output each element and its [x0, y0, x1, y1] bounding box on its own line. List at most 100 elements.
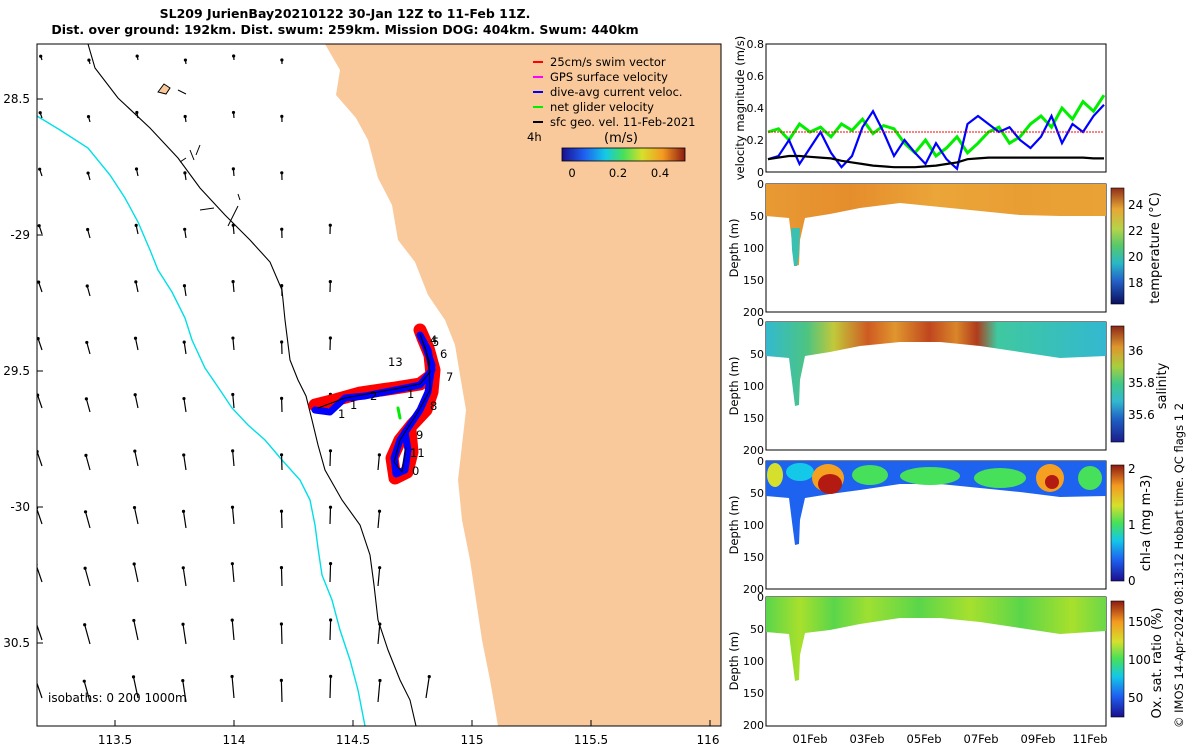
vector-arrow-head: [86, 227, 90, 232]
map-y-tick: -30: [10, 500, 30, 514]
vector-arrow-head: [87, 58, 91, 62]
figure-title: SL209 JurienBay20210122 30-Jan 12Z to 11…: [0, 6, 690, 38]
credit-text: © IMOS 14-Apr-2024 08:13:12 Hobart time.…: [1172, 402, 1186, 728]
vel-y-tick: 0.2: [747, 134, 765, 147]
cbar-tick: 0: [1128, 574, 1136, 588]
depth-tick: 150: [743, 412, 764, 425]
colorbar-tick: 0: [568, 166, 575, 180]
vector-arrow-head: [280, 284, 284, 288]
vector-arrow: [231, 620, 235, 641]
vector-arrow-head: [131, 675, 136, 679]
vector-arrow-head: [230, 618, 234, 622]
vector-arrow-head: [132, 562, 136, 566]
depth-tick: 100: [743, 519, 764, 532]
vector-arrow-head: [231, 223, 235, 227]
vector-arrow: [37, 338, 43, 351]
vector-arrow-head: [280, 396, 284, 401]
vector-arrow: [377, 567, 381, 587]
map-x-tick: 115: [461, 733, 484, 747]
vector-arrow-head: [182, 396, 186, 401]
vector-arrow: [84, 624, 91, 645]
map-y-tick: -29: [10, 228, 30, 242]
islands: [157, 83, 241, 227]
map-x-tick: 113.5: [98, 733, 132, 747]
vector-arrow: [182, 680, 187, 703]
vector-arrow: [425, 676, 430, 699]
vector-arrow: [329, 676, 332, 699]
vel-y-tick: 0: [757, 166, 764, 179]
vector-arrow-head: [328, 223, 332, 227]
vector-arrow-head: [279, 622, 284, 626]
map-x-tick: 115.5: [574, 733, 608, 747]
temperature-panel: [765, 183, 1125, 313]
series-line: [767, 104, 1105, 171]
vector-arrow: [183, 342, 187, 355]
track-green-net: [396, 406, 402, 420]
time-tick: 03Feb: [850, 732, 885, 746]
vector-arrow-head: [37, 393, 40, 397]
vector-arrow-head: [231, 449, 235, 453]
track-label: 1: [338, 407, 345, 421]
depth-tick: 200: [743, 583, 764, 596]
cbar-tick: 18: [1128, 276, 1143, 290]
time-tick: 09Feb: [1021, 732, 1056, 746]
vector-arrow: [37, 623, 43, 641]
vector-arrow-head: [427, 675, 431, 679]
depth-tick: 50: [750, 210, 764, 223]
legend-label: dive-avg current veloc.: [550, 85, 683, 99]
track-label: 9: [416, 428, 423, 442]
depth-tick: 150: [743, 687, 764, 700]
map-panel: 13 4 5 6 7 8 1 2 1 1 9 11 0 28.5 -29 29.…: [3, 43, 722, 747]
map-x-ticks: 113.5 114 114.5 115 115.5 116: [98, 720, 720, 747]
vector-arrow: [377, 511, 381, 529]
vector-arrow-head: [329, 674, 333, 679]
ox-colorbar: [1110, 600, 1125, 718]
time-label: 4h: [527, 130, 542, 144]
vector-arrow-head: [181, 566, 185, 570]
depth-tick: 100: [743, 380, 764, 393]
cbar-label: temperature (°C): [1148, 192, 1163, 304]
vector-arrow-head: [83, 510, 88, 514]
vector-arrow: [37, 681, 43, 699]
vector-arrow-head: [84, 397, 88, 401]
vel-y-tick: 0.6: [747, 70, 765, 83]
depth-tick: 0: [757, 316, 764, 329]
vector-arrow-head: [231, 280, 235, 284]
isobath-legend: isobaths: 0 200 1000m: [48, 691, 187, 705]
vector-arrow-head: [280, 114, 284, 119]
vector-arrow-head: [86, 171, 90, 175]
map-x-tick: 114: [223, 733, 246, 747]
vel-y-tick: 0.4: [747, 102, 765, 115]
map-x-tick: 116: [697, 733, 720, 747]
vector-arrow-head: [231, 392, 235, 397]
vector-arrow-head: [38, 111, 42, 115]
vector-arrow-head: [280, 58, 284, 62]
vector-arrow-head: [82, 679, 86, 683]
vector-arrow: [231, 676, 235, 699]
vector-arrow-head: [183, 58, 188, 62]
cbar-tick: 22: [1128, 224, 1143, 238]
depth-label: Depth (m): [727, 219, 741, 278]
track-label: 0: [412, 464, 419, 478]
vector-arrow: [84, 511, 91, 529]
map-legend: 25cm/s swim vector GPS surface velocity …: [527, 55, 696, 180]
legend-label: 25cm/s swim vector: [550, 55, 666, 69]
title-line-1: SL209 JurienBay20210122 30-Jan 12Z to 11…: [159, 6, 531, 21]
vector-arrow: [182, 624, 187, 645]
cbar-label: Ox. sat. ratio (%): [1150, 608, 1165, 719]
vector-arrow-head: [181, 509, 186, 513]
track-label: 13: [388, 355, 403, 369]
colorbar-annotations: 24 22 20 18 temperature (°C) 36 35.8 35.…: [1128, 192, 1170, 718]
vector-arrow-head: [83, 566, 87, 570]
vector-arrow: [183, 454, 187, 471]
vector-arrow-head: [328, 449, 333, 453]
vector-arrow-head: [182, 340, 186, 344]
vector-arrow-head: [231, 167, 235, 171]
vector-arrow-head: [377, 453, 381, 457]
vector-arrow-head: [134, 280, 138, 284]
section-axes: 0 50 100 150 200 0 50 100 150 200 0 50 1…: [743, 178, 764, 732]
vector-arrow-head: [181, 622, 185, 626]
vector-arrow: [133, 563, 139, 583]
cbar-label: salinity: [1155, 362, 1170, 409]
vector-arrow-head: [378, 622, 382, 626]
